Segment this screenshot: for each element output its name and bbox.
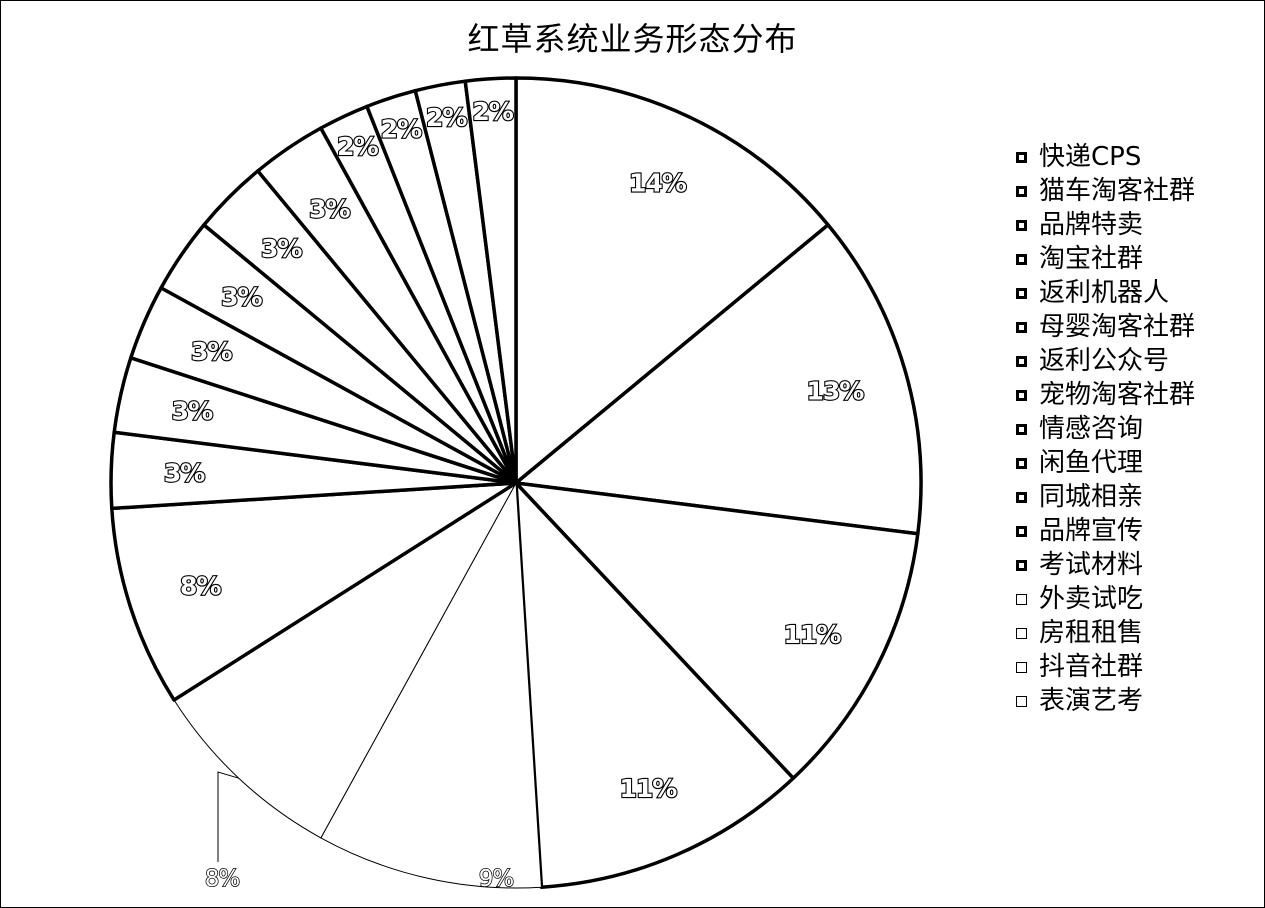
slice-label: 2% xyxy=(472,97,513,126)
slice-label: 3% xyxy=(172,397,213,426)
legend-item: 淘宝社群 xyxy=(1016,242,1195,276)
legend-item: 房租租售 xyxy=(1016,616,1195,650)
pie-slice xyxy=(514,481,920,780)
slice-label: 9% xyxy=(479,866,514,892)
pie-slice xyxy=(514,481,795,889)
legend-label: 返利机器人 xyxy=(1039,278,1170,308)
legend-label: 品牌特卖 xyxy=(1039,210,1144,240)
legend-swatch xyxy=(1016,559,1027,571)
legend-label: 母婴淘客社群 xyxy=(1039,312,1196,342)
pie-slice xyxy=(514,223,923,536)
slice-label: 3% xyxy=(191,337,232,366)
legend-label: 同城相亲 xyxy=(1039,482,1144,512)
pie-slice xyxy=(463,76,518,485)
legend-label: 返利公众号 xyxy=(1039,346,1170,376)
legend-item: 快递CPS xyxy=(1016,140,1195,174)
legend-swatch xyxy=(1016,287,1027,299)
legend-swatch xyxy=(1016,525,1027,537)
legend-label: 淘宝社群 xyxy=(1039,244,1144,274)
pie-slice xyxy=(514,76,830,485)
legend-item: 外卖试吃 xyxy=(1016,582,1195,616)
legend-label: 外卖试吃 xyxy=(1039,584,1144,614)
slice-label: 14% xyxy=(629,169,687,198)
legend-label: 品牌宣传 xyxy=(1039,516,1144,546)
slice-label: 8% xyxy=(205,866,240,892)
legend-swatch xyxy=(1016,423,1027,435)
legend-item: 猫车淘客社群 xyxy=(1016,174,1195,208)
pie-slice xyxy=(173,482,517,839)
legend-swatch xyxy=(1016,491,1027,503)
legend-swatch xyxy=(1016,321,1027,333)
slice-label: 3% xyxy=(221,282,262,311)
slice-label: 11% xyxy=(783,620,841,649)
legend-item: 返利公众号 xyxy=(1016,344,1195,378)
legend: 快递CPS 猫车淘客社群 品牌特卖淘宝社群返利机器人母婴淘客社群 返利公众号宠物淘客社… xyxy=(1016,140,1195,718)
slice-label: 2% xyxy=(381,115,422,144)
legend-swatch xyxy=(1016,185,1027,197)
legend-swatch xyxy=(1016,151,1027,163)
legend-item: 同城相亲 xyxy=(1016,480,1195,514)
leader-line xyxy=(217,771,239,862)
chart-title: 红草系统业务形态分布 xyxy=(467,20,798,58)
legend-swatch xyxy=(1016,695,1027,707)
slice-label: 2% xyxy=(426,103,467,132)
legend-label: 快递CPS xyxy=(1039,142,1142,172)
pie-slice xyxy=(320,482,542,889)
legend-swatch xyxy=(1016,661,1027,673)
legend-label: 表演艺考 xyxy=(1039,686,1144,716)
slice-label: 3% xyxy=(309,194,350,223)
legend-swatch xyxy=(1016,253,1027,265)
legend-item: 抖音社群 xyxy=(1016,650,1195,684)
legend-swatch xyxy=(1016,389,1027,401)
legend-swatch xyxy=(1016,457,1027,469)
pie-slice xyxy=(110,481,518,702)
slice-label: 3% xyxy=(261,234,302,263)
legend-swatch xyxy=(1016,355,1027,367)
legend-item: 品牌特卖 xyxy=(1016,208,1195,242)
slice-label: 2% xyxy=(337,132,378,161)
legend-label: 抖音社群 xyxy=(1039,652,1144,682)
legend-item: 品牌宣传 xyxy=(1016,514,1195,548)
legend-swatch xyxy=(1016,219,1027,231)
legend-label: 闲鱼代理 xyxy=(1039,448,1144,478)
slice-label: 11% xyxy=(619,774,677,803)
slice-label: 13% xyxy=(806,376,864,405)
legend-item: 情感咨询 xyxy=(1016,412,1195,446)
legend-item: 母婴淘客社群 xyxy=(1016,310,1195,344)
slice-label: 8% xyxy=(180,572,221,601)
legend-label: 房租租售 xyxy=(1039,618,1144,648)
legend-swatch xyxy=(1016,627,1027,639)
legend-item: 表演艺考 xyxy=(1016,684,1195,718)
slice-label: 3% xyxy=(164,459,205,488)
legend-swatch xyxy=(1016,593,1027,605)
legend-item: 闲鱼代理 xyxy=(1016,446,1195,480)
legend-label: 宠物淘客社群 xyxy=(1039,380,1196,410)
legend-label: 猫车淘客社群 xyxy=(1039,176,1196,206)
legend-label: 考试材料 xyxy=(1039,550,1144,580)
legend-item: 返利机器人 xyxy=(1016,276,1195,310)
legend-item: 宠物淘客社群 xyxy=(1016,378,1195,412)
legend-label: 情感咨询 xyxy=(1039,414,1144,444)
legend-item: 考试材料 xyxy=(1016,548,1195,582)
